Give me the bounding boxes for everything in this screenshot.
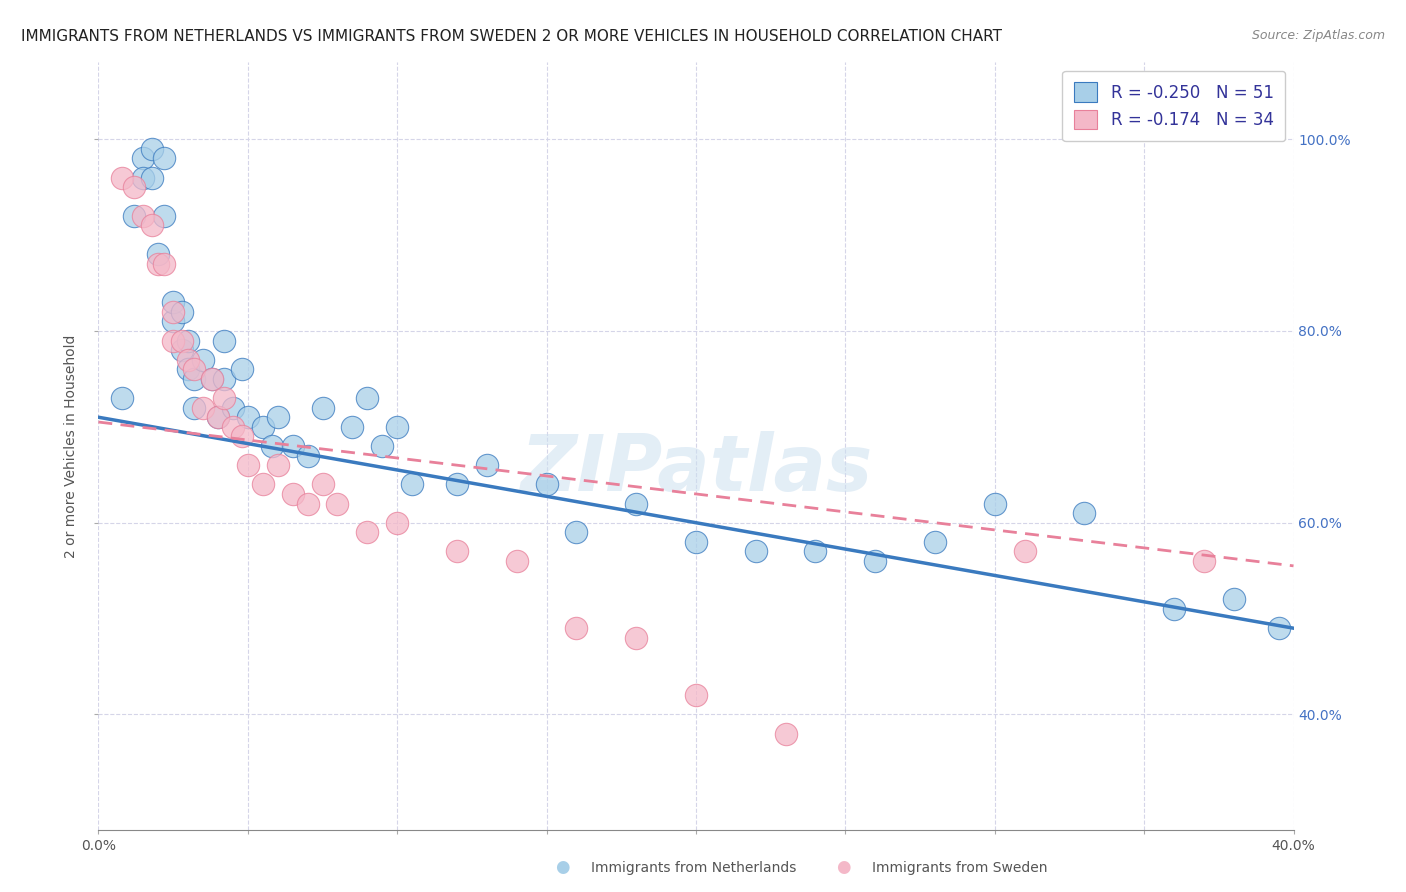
Y-axis label: 2 or more Vehicles in Household: 2 or more Vehicles in Household bbox=[65, 334, 79, 558]
Point bbox=[745, 544, 768, 558]
Point bbox=[281, 439, 304, 453]
Point bbox=[685, 689, 707, 703]
Point bbox=[162, 295, 184, 310]
Text: IMMIGRANTS FROM NETHERLANDS VS IMMIGRANTS FROM SWEDEN 2 OR MORE VEHICLES IN HOUS: IMMIGRANTS FROM NETHERLANDS VS IMMIGRANT… bbox=[21, 29, 1002, 44]
Point bbox=[446, 477, 468, 491]
Point bbox=[162, 334, 184, 348]
Point bbox=[252, 477, 274, 491]
Point bbox=[162, 314, 184, 328]
Point bbox=[267, 410, 290, 425]
Point bbox=[446, 544, 468, 558]
Point bbox=[267, 458, 290, 473]
Point bbox=[172, 343, 194, 358]
Point bbox=[201, 372, 224, 386]
Point bbox=[141, 142, 163, 156]
Point bbox=[172, 334, 194, 348]
Point bbox=[356, 525, 378, 540]
Point bbox=[177, 334, 200, 348]
Text: Source: ZipAtlas.com: Source: ZipAtlas.com bbox=[1251, 29, 1385, 42]
Point bbox=[111, 170, 134, 185]
Point bbox=[385, 420, 409, 434]
Point bbox=[924, 535, 946, 549]
Point bbox=[401, 477, 423, 491]
Point bbox=[1267, 621, 1289, 635]
Point bbox=[231, 429, 253, 443]
Point bbox=[804, 544, 827, 558]
Point bbox=[183, 362, 205, 376]
Point bbox=[124, 209, 146, 223]
Point bbox=[252, 420, 274, 434]
Text: Immigrants from Sweden: Immigrants from Sweden bbox=[872, 862, 1047, 875]
Point bbox=[385, 516, 409, 530]
Text: ●: ● bbox=[555, 858, 569, 876]
Point bbox=[132, 170, 155, 185]
Point bbox=[626, 497, 648, 511]
Point bbox=[153, 152, 176, 166]
Point bbox=[132, 152, 155, 166]
Point bbox=[536, 477, 558, 491]
Point bbox=[222, 420, 245, 434]
Point bbox=[281, 487, 304, 501]
Point bbox=[183, 372, 205, 386]
Point bbox=[342, 420, 364, 434]
Point bbox=[297, 497, 319, 511]
Point bbox=[1163, 602, 1185, 616]
Point bbox=[685, 535, 707, 549]
Point bbox=[356, 391, 378, 405]
Point bbox=[311, 401, 333, 415]
Point bbox=[565, 525, 588, 540]
Point bbox=[1014, 544, 1036, 558]
Point bbox=[1073, 506, 1095, 520]
Point bbox=[236, 458, 259, 473]
Point bbox=[172, 305, 194, 319]
Point bbox=[1192, 554, 1215, 568]
Point bbox=[207, 410, 229, 425]
Point bbox=[506, 554, 529, 568]
Point bbox=[222, 401, 245, 415]
Text: ●: ● bbox=[837, 858, 851, 876]
Point bbox=[565, 621, 588, 635]
Point bbox=[111, 391, 134, 405]
Point bbox=[1223, 592, 1246, 607]
Point bbox=[132, 209, 155, 223]
Point bbox=[626, 631, 648, 645]
Point bbox=[191, 401, 214, 415]
Point bbox=[153, 257, 176, 271]
Point bbox=[260, 439, 283, 453]
Point bbox=[231, 362, 253, 376]
Point bbox=[162, 305, 184, 319]
Point bbox=[177, 362, 200, 376]
Point bbox=[984, 497, 1007, 511]
Point bbox=[371, 439, 394, 453]
Legend: R = -0.250   N = 51, R = -0.174   N = 34: R = -0.250 N = 51, R = -0.174 N = 34 bbox=[1062, 70, 1285, 141]
Point bbox=[207, 410, 229, 425]
Text: Immigrants from Netherlands: Immigrants from Netherlands bbox=[591, 862, 796, 875]
Point bbox=[191, 352, 214, 367]
Point bbox=[326, 497, 349, 511]
Text: ZIPatlas: ZIPatlas bbox=[520, 431, 872, 507]
Point bbox=[201, 372, 224, 386]
Point bbox=[148, 257, 170, 271]
Point bbox=[148, 247, 170, 261]
Point bbox=[297, 449, 319, 463]
Point bbox=[475, 458, 498, 473]
Point bbox=[212, 391, 235, 405]
Point bbox=[177, 352, 200, 367]
Point bbox=[183, 401, 205, 415]
Point bbox=[212, 372, 235, 386]
Point bbox=[865, 554, 887, 568]
Point bbox=[124, 180, 146, 194]
Point bbox=[311, 477, 333, 491]
Point bbox=[236, 410, 259, 425]
Point bbox=[141, 219, 163, 233]
Point bbox=[212, 334, 235, 348]
Point bbox=[153, 209, 176, 223]
Point bbox=[775, 727, 797, 741]
Point bbox=[141, 170, 163, 185]
